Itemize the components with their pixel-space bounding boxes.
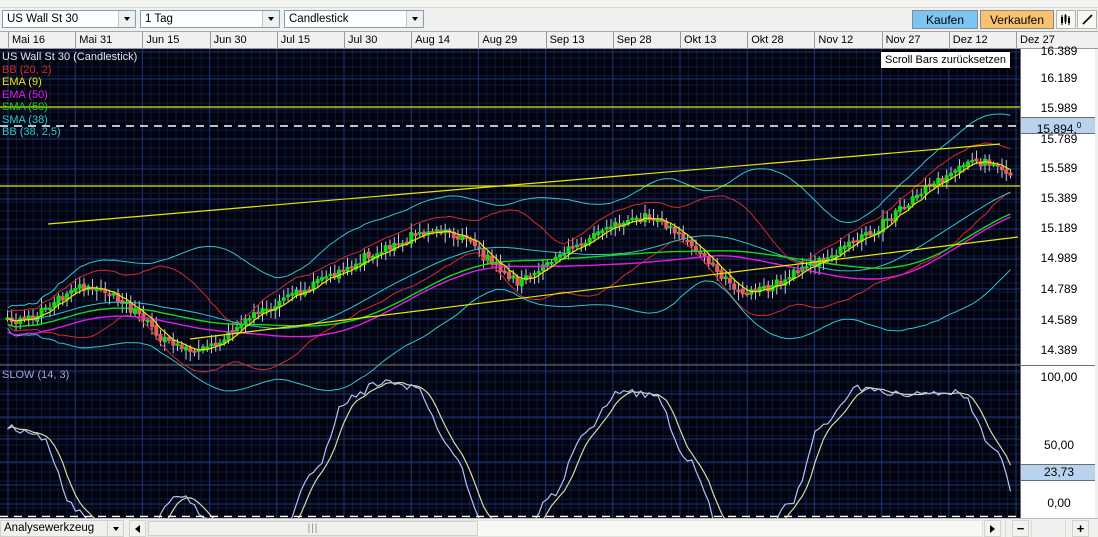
date-axis: Mai 16 Mai 31 Jun 15 Jun 30 Jul 15 Jul 30 Aug …	[0, 32, 1098, 49]
panel-separator	[1021, 365, 1098, 366]
date-axis-tick: Nov 12	[814, 32, 881, 48]
zoom-in-button[interactable]: +	[1072, 520, 1089, 537]
trendline-lower	[189, 236, 1019, 340]
price-axis-tick: 15.389	[1040, 191, 1078, 205]
arrow-left-icon[interactable]	[129, 520, 146, 537]
toolbar: US Wall St 30 1 Tag Candlestick Kaufen V…	[0, 0, 1098, 32]
annotations[interactable]	[0, 106, 1020, 340]
date-axis-tick: Aug 29	[478, 32, 545, 48]
current-price-decimal: 0	[1076, 121, 1082, 130]
bottom-bar: Analysewerkzeug ||| − +	[0, 518, 1098, 537]
stochastic-current-badge: 23,73	[1021, 464, 1097, 481]
tooltip-scrollbar-reset: Scroll Bars zurücksetzen	[880, 51, 1012, 69]
horizontal-scrollbar[interactable]: |||	[147, 520, 983, 537]
buy-button[interactable]: Kaufen	[912, 10, 978, 29]
date-axis-tick: Jul 15	[276, 32, 344, 48]
price-axis-tick: 16.189	[1040, 71, 1078, 85]
sell-button[interactable]: Verkaufen	[980, 10, 1054, 29]
chevron-down-icon[interactable]	[118, 11, 135, 27]
date-axis-tick: Dez 27	[1016, 32, 1083, 48]
axis-right-filler	[1095, 49, 1098, 518]
arrow-right-icon[interactable]	[984, 520, 1001, 537]
period-select[interactable]: 1 Tag	[140, 10, 280, 28]
trendline-upper	[47, 143, 1001, 225]
date-axis-tick: Okt 13	[680, 32, 747, 48]
candlestick-chart-icon[interactable]	[1056, 10, 1076, 29]
grid	[0, 49, 1020, 518]
analysis-tool-select[interactable]: Analysewerkzeug	[0, 520, 124, 537]
current-price-badge: 15.894,0	[1021, 117, 1097, 136]
scrollbar-grip: |||	[307, 523, 319, 534]
scrollbar-thumb[interactable]: |||	[148, 521, 478, 536]
date-axis-tick: Nov 27	[881, 32, 949, 48]
date-axis-tick: Okt 28	[747, 32, 814, 48]
date-axis-tick: Jun 15	[142, 32, 209, 48]
price-axis[interactable]: 16.389 16.189 15.989 15.789 15.589 15.389 15.1…	[1020, 45, 1098, 518]
date-axis-tick: Aug 14	[411, 32, 478, 48]
symbol-select-value: US Wall St 30	[7, 13, 79, 25]
chart-type-select[interactable]: Candlestick	[284, 10, 424, 28]
stochastic-axis-tick: 50,00	[1043, 438, 1075, 452]
chevron-down-icon[interactable]	[262, 11, 279, 27]
price-axis-tick: 14.789	[1040, 282, 1078, 296]
line-chart-icon[interactable]	[1077, 10, 1097, 29]
chevron-down-icon[interactable]	[406, 11, 423, 27]
price-axis-tick: 15.189	[1040, 221, 1078, 235]
analysis-tool-value: Analysewerkzeug	[4, 522, 95, 534]
price-axis-tick: 14.389	[1040, 343, 1078, 357]
chevron-down-icon[interactable]	[107, 521, 123, 536]
date-axis-tick: Mai 16	[8, 32, 75, 48]
candlesticks	[5, 150, 1013, 362]
stochastic-axis-tick: 100,00	[1040, 370, 1078, 384]
symbol-select[interactable]: US Wall St 30	[2, 10, 136, 28]
chart-type-select-value: Candlestick	[289, 13, 349, 25]
date-axis-tick: Dez 12	[948, 32, 1016, 48]
date-axis-tick: Jul 30	[344, 32, 411, 48]
indicator-lines	[7, 113, 1011, 392]
zoom-in-label: +	[1076, 521, 1085, 536]
price-axis-tick: 16.389	[1040, 44, 1078, 58]
chart-plot	[0, 49, 1020, 518]
price-axis-tick: 15.989	[1040, 101, 1078, 115]
chart-canvas[interactable]: US Wall St 30 (Candlestick) BB (20, 2) EMA…	[0, 49, 1020, 518]
date-axis-tick: Mai 31	[75, 32, 142, 48]
price-axis-tick: 15.789	[1040, 132, 1078, 146]
current-price-value: 15.894,	[1036, 122, 1077, 136]
toolbar-grip-strip	[0, 0, 1098, 8]
date-axis-tick: Jun 30	[209, 32, 277, 48]
price-axis-tick: 14.989	[1040, 251, 1078, 265]
stochastic-plot	[0, 379, 1020, 518]
price-axis-tick: 14.589	[1040, 313, 1078, 327]
date-axis-tick: Sep 13	[545, 32, 613, 48]
date-axis-tick: Sep 28	[612, 32, 680, 48]
period-select-value: 1 Tag	[145, 13, 173, 25]
stochastic-axis-tick: 0,00	[1047, 496, 1071, 510]
zoom-out-button[interactable]: −	[1012, 520, 1029, 537]
zoom-out-label: −	[1016, 521, 1025, 536]
price-axis-tick: 15.589	[1040, 161, 1078, 175]
